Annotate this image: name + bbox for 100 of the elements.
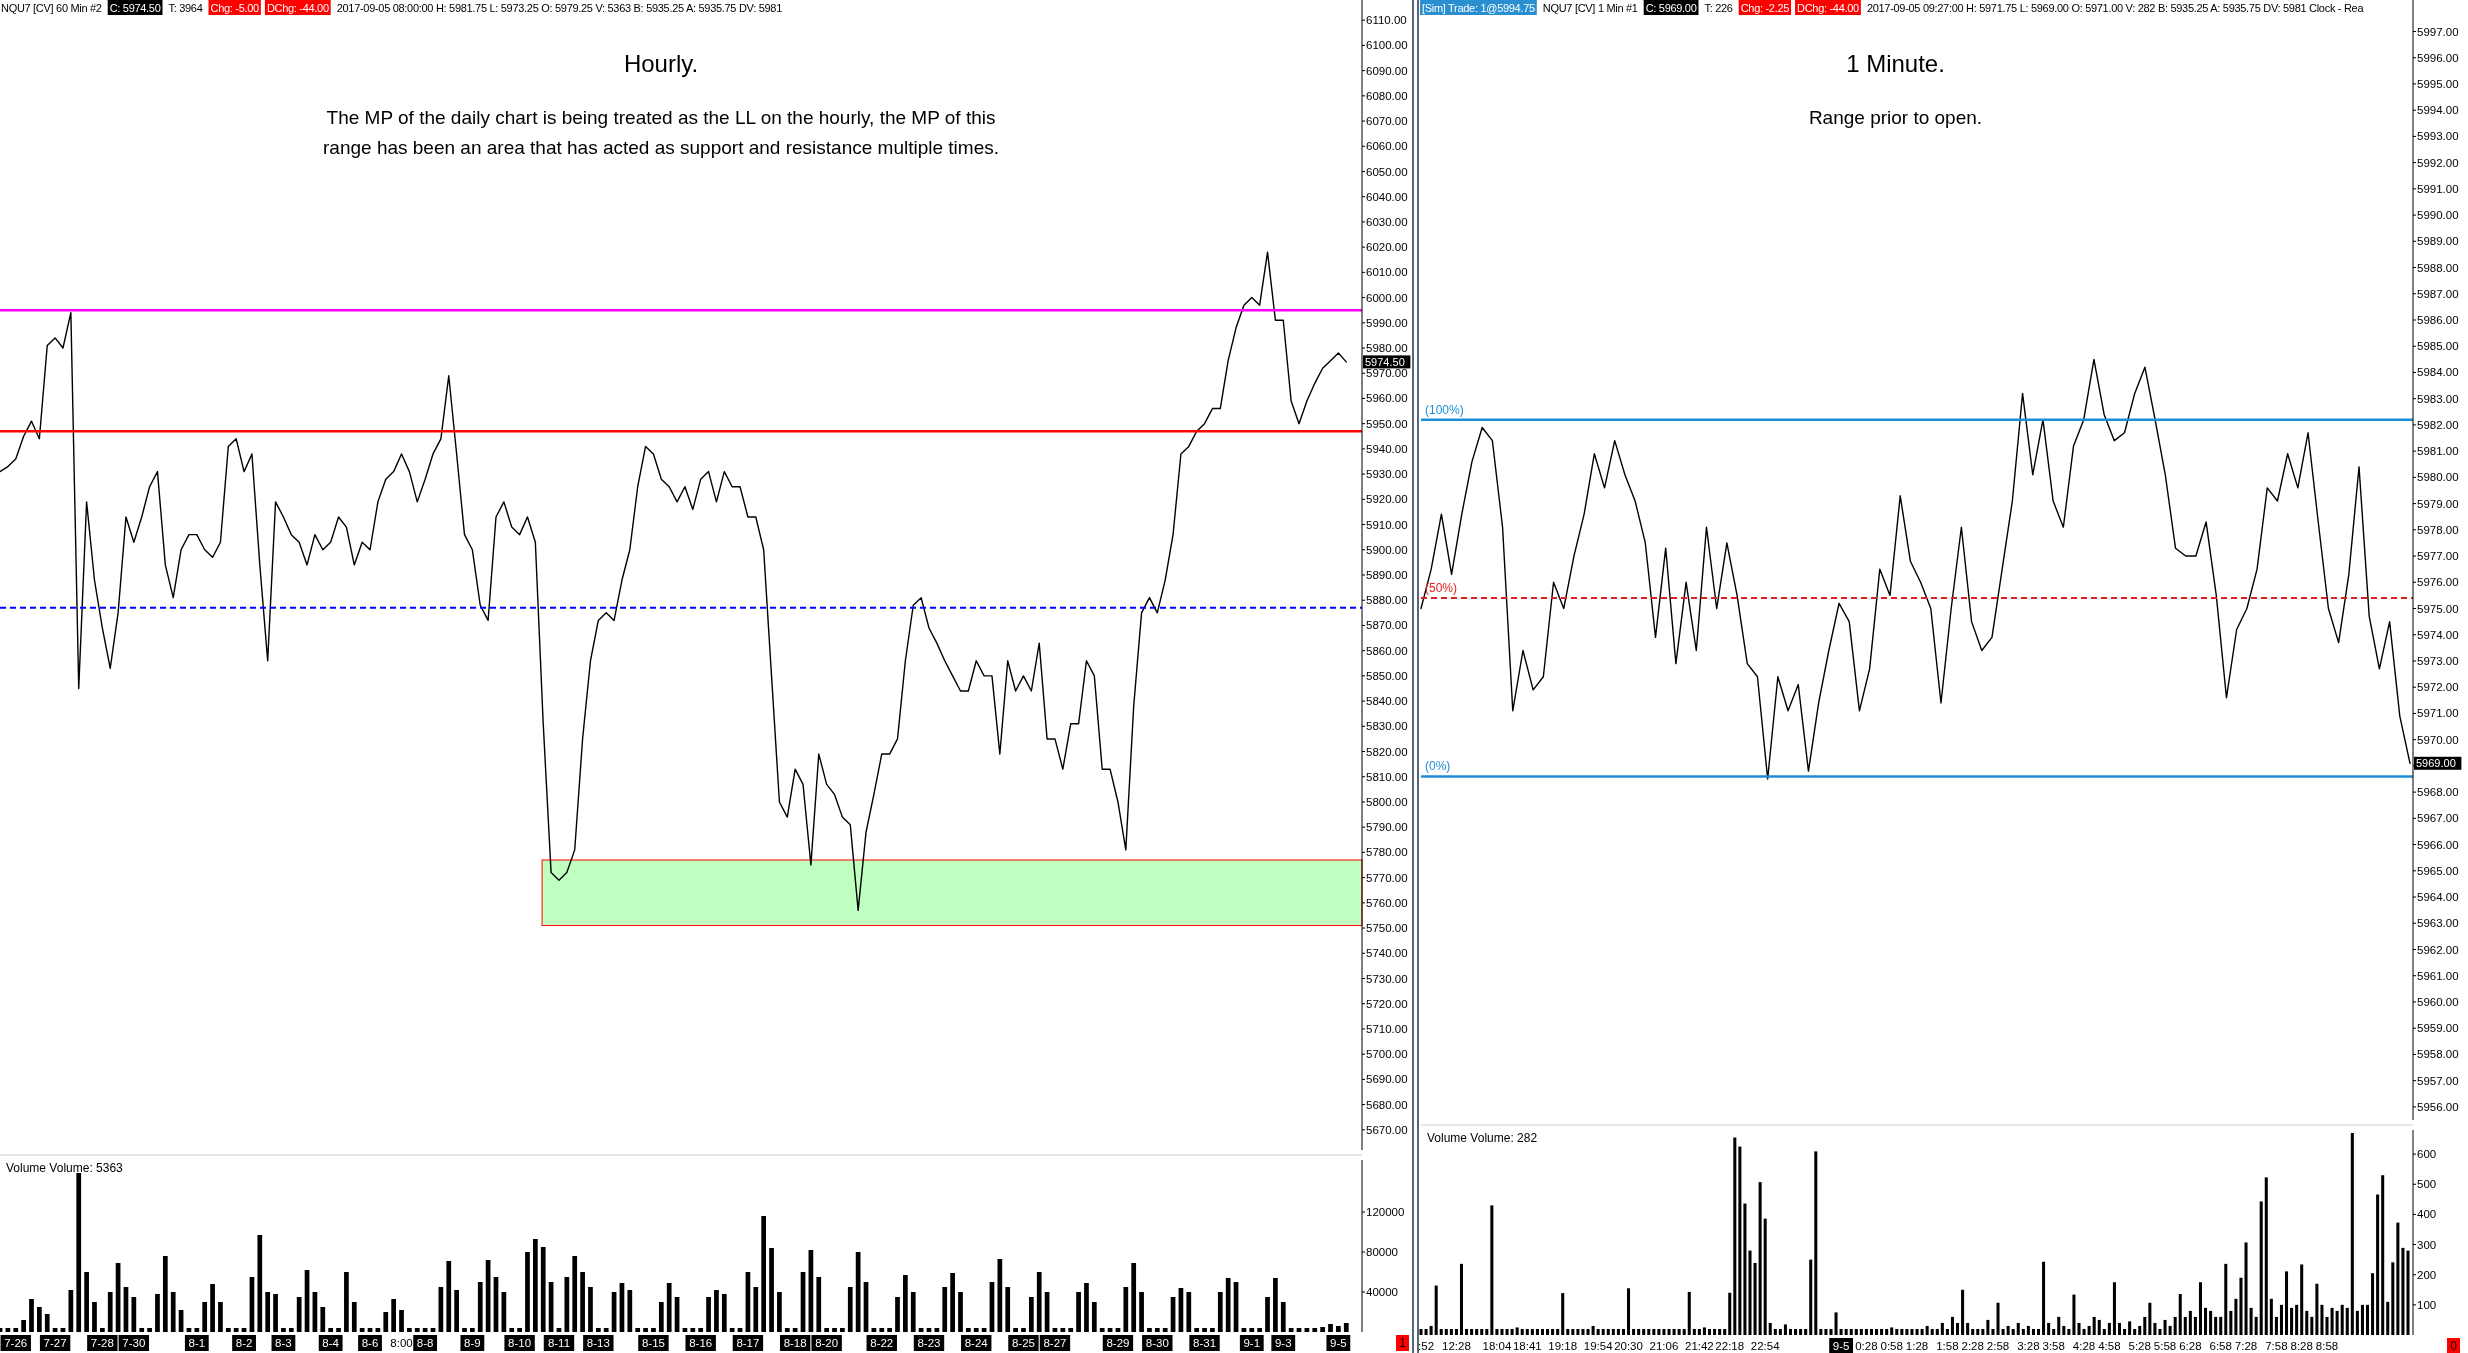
- bar: [1028, 1297, 1034, 1332]
- x-tick-label: 9-1: [1243, 1337, 1261, 1349]
- y-tick-label: 5993.00: [2417, 130, 2459, 143]
- bar: [2330, 1307, 2334, 1335]
- bar: [1733, 1137, 1737, 1335]
- x-tick-label: 8:58: [2315, 1340, 2339, 1352]
- bar: [1859, 1328, 1863, 1335]
- y-tick-label: 5989.00: [2417, 235, 2459, 248]
- y-tick-label: 5966.00: [2417, 838, 2459, 851]
- bar: [1687, 1291, 1691, 1335]
- bar: [1475, 1328, 1479, 1335]
- bar: [1091, 1302, 1097, 1332]
- annotation: C: 5974.50: [109, 1, 161, 14]
- x-tick-label: 8-18: [783, 1337, 807, 1349]
- y-tick-label: 5800.00: [1366, 796, 1408, 808]
- bar: [1637, 1328, 1641, 1335]
- bar: [1657, 1328, 1661, 1335]
- bar: [729, 1328, 735, 1332]
- bar: [2310, 1316, 2314, 1335]
- bar: [2072, 1294, 2076, 1335]
- bar: [414, 1328, 420, 1332]
- bar: [1465, 1328, 1469, 1335]
- bar: [1596, 1328, 1600, 1335]
- bar: [525, 1252, 530, 1332]
- bar: [2401, 1247, 2405, 1336]
- annotation: DChg: -44.00: [266, 1, 329, 14]
- y-tick-label: 5970.00: [1366, 367, 1408, 380]
- y-tick-label: 5994.00: [2417, 104, 2459, 117]
- x-tick-label: 7-27: [43, 1337, 67, 1349]
- bar: [1444, 1328, 1448, 1335]
- y-tick-label: 5963.00: [2417, 917, 2459, 930]
- y-tick-label: 6030.00: [1366, 215, 1408, 228]
- y-tick-label: 5930.00: [1366, 468, 1408, 481]
- bar: [1763, 1218, 1767, 1335]
- bar: [2371, 1273, 2375, 1335]
- y-tick-label: 5780.00: [1366, 846, 1408, 859]
- x-tick-label: 19:54: [1583, 1340, 1614, 1352]
- annotation: (0%): [1425, 759, 1451, 774]
- y-tick-label: 80000: [1366, 1246, 1398, 1259]
- y-tick-label: 5992.00: [2417, 156, 2459, 169]
- y-tick-label: 5981.00: [2417, 445, 2459, 458]
- bar: [627, 1290, 633, 1332]
- bar: [1880, 1328, 1884, 1335]
- y-tick-label: 100: [2417, 1298, 2437, 1311]
- bar: [706, 1297, 711, 1332]
- bar: [855, 1252, 861, 1332]
- bar: [1249, 1328, 1255, 1332]
- bar: [1013, 1328, 1018, 1332]
- annotation: Chg: -2.25: [1740, 1, 1790, 14]
- text: 0: [2450, 1339, 2458, 1353]
- annotation: Chg: -5.00: [210, 1, 260, 14]
- x-tick-label: 8-1: [188, 1337, 206, 1349]
- text: The MP of the daily chart is being treated as the LL on the hourly, the MP of this range has been an area that has acted as support and resistance multiple times.: [323, 107, 999, 158]
- bar: [1864, 1328, 1868, 1335]
- annotation: 2017-09-05 09:27:00 H: 5971.75 L: 5969.00 O: 5971.00 V: 282 B: 5935.25 A: 5935.75 DV: 5981 Clock - Rea: [1866, 1, 2365, 14]
- bar: [2178, 1294, 2182, 1335]
- y-tick-label: 6080.00: [1366, 89, 1408, 102]
- bar: [2315, 1283, 2319, 1335]
- y-tick-label: 5982.00: [2417, 418, 2459, 431]
- bar: [1778, 1328, 1782, 1335]
- bar: [658, 1302, 664, 1332]
- bar: [2239, 1277, 2243, 1335]
- x-tick-label: 8-9: [464, 1337, 481, 1349]
- x-tick-label: 20:30: [1614, 1340, 1643, 1352]
- bar: [1288, 1328, 1294, 1332]
- bar: [281, 1328, 286, 1332]
- bar: [1147, 1328, 1152, 1332]
- bar: [1217, 1292, 1223, 1332]
- bar: [2285, 1271, 2289, 1335]
- bar: [2183, 1316, 2187, 1335]
- bar: [580, 1272, 585, 1332]
- y-tick-label: 5790.00: [1366, 821, 1408, 834]
- bar: [328, 1328, 334, 1332]
- x-tick-label: 8-10: [508, 1337, 532, 1349]
- y-tick-label: 6090.00: [1366, 64, 1408, 77]
- x-tick-label: 8-20: [815, 1337, 839, 1349]
- bar: [1844, 1328, 1848, 1335]
- bar: [470, 1328, 475, 1332]
- bar: [564, 1277, 570, 1332]
- bar: [1265, 1297, 1270, 1332]
- bar: [1702, 1327, 1706, 1335]
- bar: [1515, 1327, 1519, 1335]
- bar: [1748, 1250, 1752, 1335]
- bar: [997, 1259, 1003, 1332]
- bar: [44, 1314, 50, 1332]
- bar: [1930, 1328, 1934, 1335]
- x-tick-label: 2:58: [1986, 1340, 2010, 1352]
- y-tick-label: 5970.00: [2417, 733, 2459, 746]
- x-tick-label: 1:58: [1936, 1340, 1959, 1352]
- x-tick-label: 8-24: [964, 1337, 989, 1349]
- bar: [1809, 1259, 1813, 1335]
- x-tick-label: 12:28: [1442, 1340, 1471, 1352]
- y-tick-label: 5820.00: [1366, 745, 1408, 758]
- bar: [2026, 1325, 2030, 1335]
- y-tick-label: 5985.00: [2417, 340, 2459, 353]
- bar: [1459, 1263, 1464, 1335]
- text: 1: [1399, 1336, 1407, 1350]
- bar: [202, 1302, 208, 1332]
- bar: [477, 1282, 483, 1332]
- y-tick-label: 5900.00: [1366, 543, 1408, 556]
